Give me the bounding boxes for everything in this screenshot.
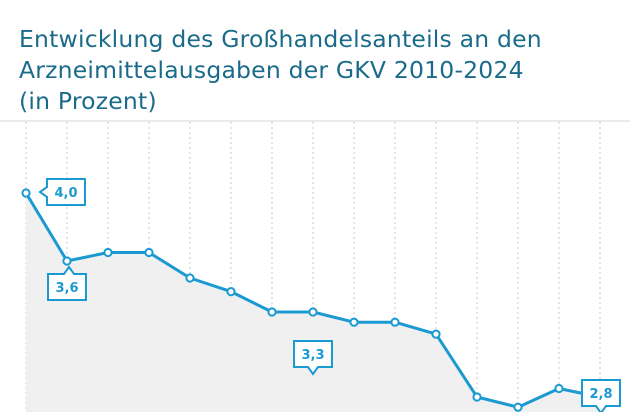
data-point-2018 — [349, 317, 359, 327]
data-point-2013 — [144, 247, 154, 258]
data-label-box-2017 — [293, 340, 333, 376]
data-point-2015 — [226, 287, 236, 297]
data-label-2011: 3,6 — [55, 281, 78, 296]
data-point-2021 — [472, 392, 482, 402]
data-label-2024: 2,8 — [589, 387, 612, 402]
chart-title-line-3: (in Prozent) — [19, 87, 157, 115]
data-label-box-2010 — [38, 178, 86, 206]
data-point-2023 — [554, 383, 564, 394]
data-point-2010 — [21, 188, 31, 198]
data-point-2011 — [62, 256, 72, 266]
data-point-2022 — [513, 402, 523, 412]
data-point-2019 — [390, 317, 400, 327]
chart-title-line-2: Arzneimittelausgaben der GKV 2010-2024 — [19, 56, 524, 84]
chart-title-line-1: Entwicklung des Großhandelsanteils an de… — [19, 25, 542, 53]
data-points — [21, 188, 605, 412]
data-label-2017: 3,3 — [301, 348, 324, 363]
area-fill — [26, 193, 600, 412]
data-point-2014 — [185, 273, 195, 283]
data-labels: 4,0 3,6 3,3 2,8 — [38, 178, 621, 412]
data-label-2010: 4,0 — [54, 186, 77, 201]
data-point-2016 — [267, 307, 277, 317]
data-point-2020 — [431, 329, 441, 339]
data-point-2017 — [308, 307, 318, 317]
data-label-box-2024 — [581, 379, 621, 412]
data-label-box-2011 — [47, 265, 87, 301]
data-point-2012 — [103, 247, 113, 258]
chart-title: Entwicklung des Großhandelsanteils an de… — [19, 24, 542, 117]
